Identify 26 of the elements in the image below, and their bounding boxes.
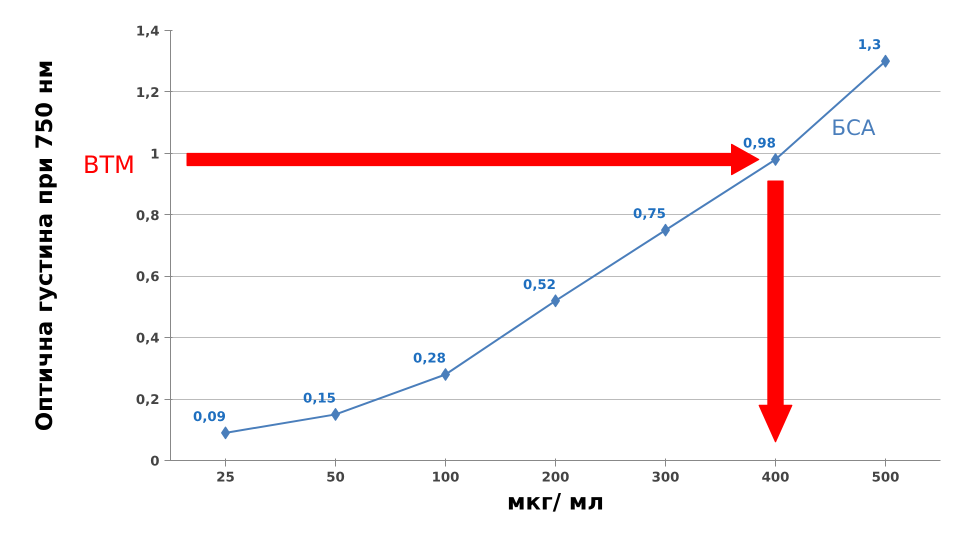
x-tick-label: 200 xyxy=(542,470,570,486)
text: ВТМ xyxy=(83,150,135,181)
y-tick-label: 1 xyxy=(150,147,160,162)
text: 0,52 xyxy=(523,278,556,293)
y-tick-label: 0,4 xyxy=(136,332,160,347)
text: 0,75 xyxy=(633,207,666,222)
x-tick-label: 400 xyxy=(762,470,790,486)
text: 0,28 xyxy=(413,352,446,366)
y-tick-label: 0,2 xyxy=(136,393,160,408)
series-label: БСА xyxy=(831,116,876,142)
y-tick-label: 0,8 xyxy=(136,208,160,224)
x-axis-title: мкг/ мл xyxy=(506,490,604,516)
x-tick-label: 300 xyxy=(652,470,680,486)
text: 1,3 xyxy=(858,38,882,54)
x-tick-label: 100 xyxy=(432,470,460,486)
y-tick-label: 1,2 xyxy=(136,86,160,101)
y-tick-label: 0,6 xyxy=(136,270,160,286)
text: 0,09 xyxy=(193,410,226,425)
x-tick-label: 50 xyxy=(326,470,345,486)
y-tick-label: 1,4 xyxy=(136,24,160,40)
y-tick-label: 0 xyxy=(150,454,160,470)
y-axis-title: Оптична густина при 750 нм xyxy=(32,60,58,432)
text: 0,98 xyxy=(743,136,776,152)
text: 0,15 xyxy=(303,391,336,406)
x-tick-label: 25 xyxy=(216,470,235,486)
x-tick-label: 500 xyxy=(872,470,900,486)
